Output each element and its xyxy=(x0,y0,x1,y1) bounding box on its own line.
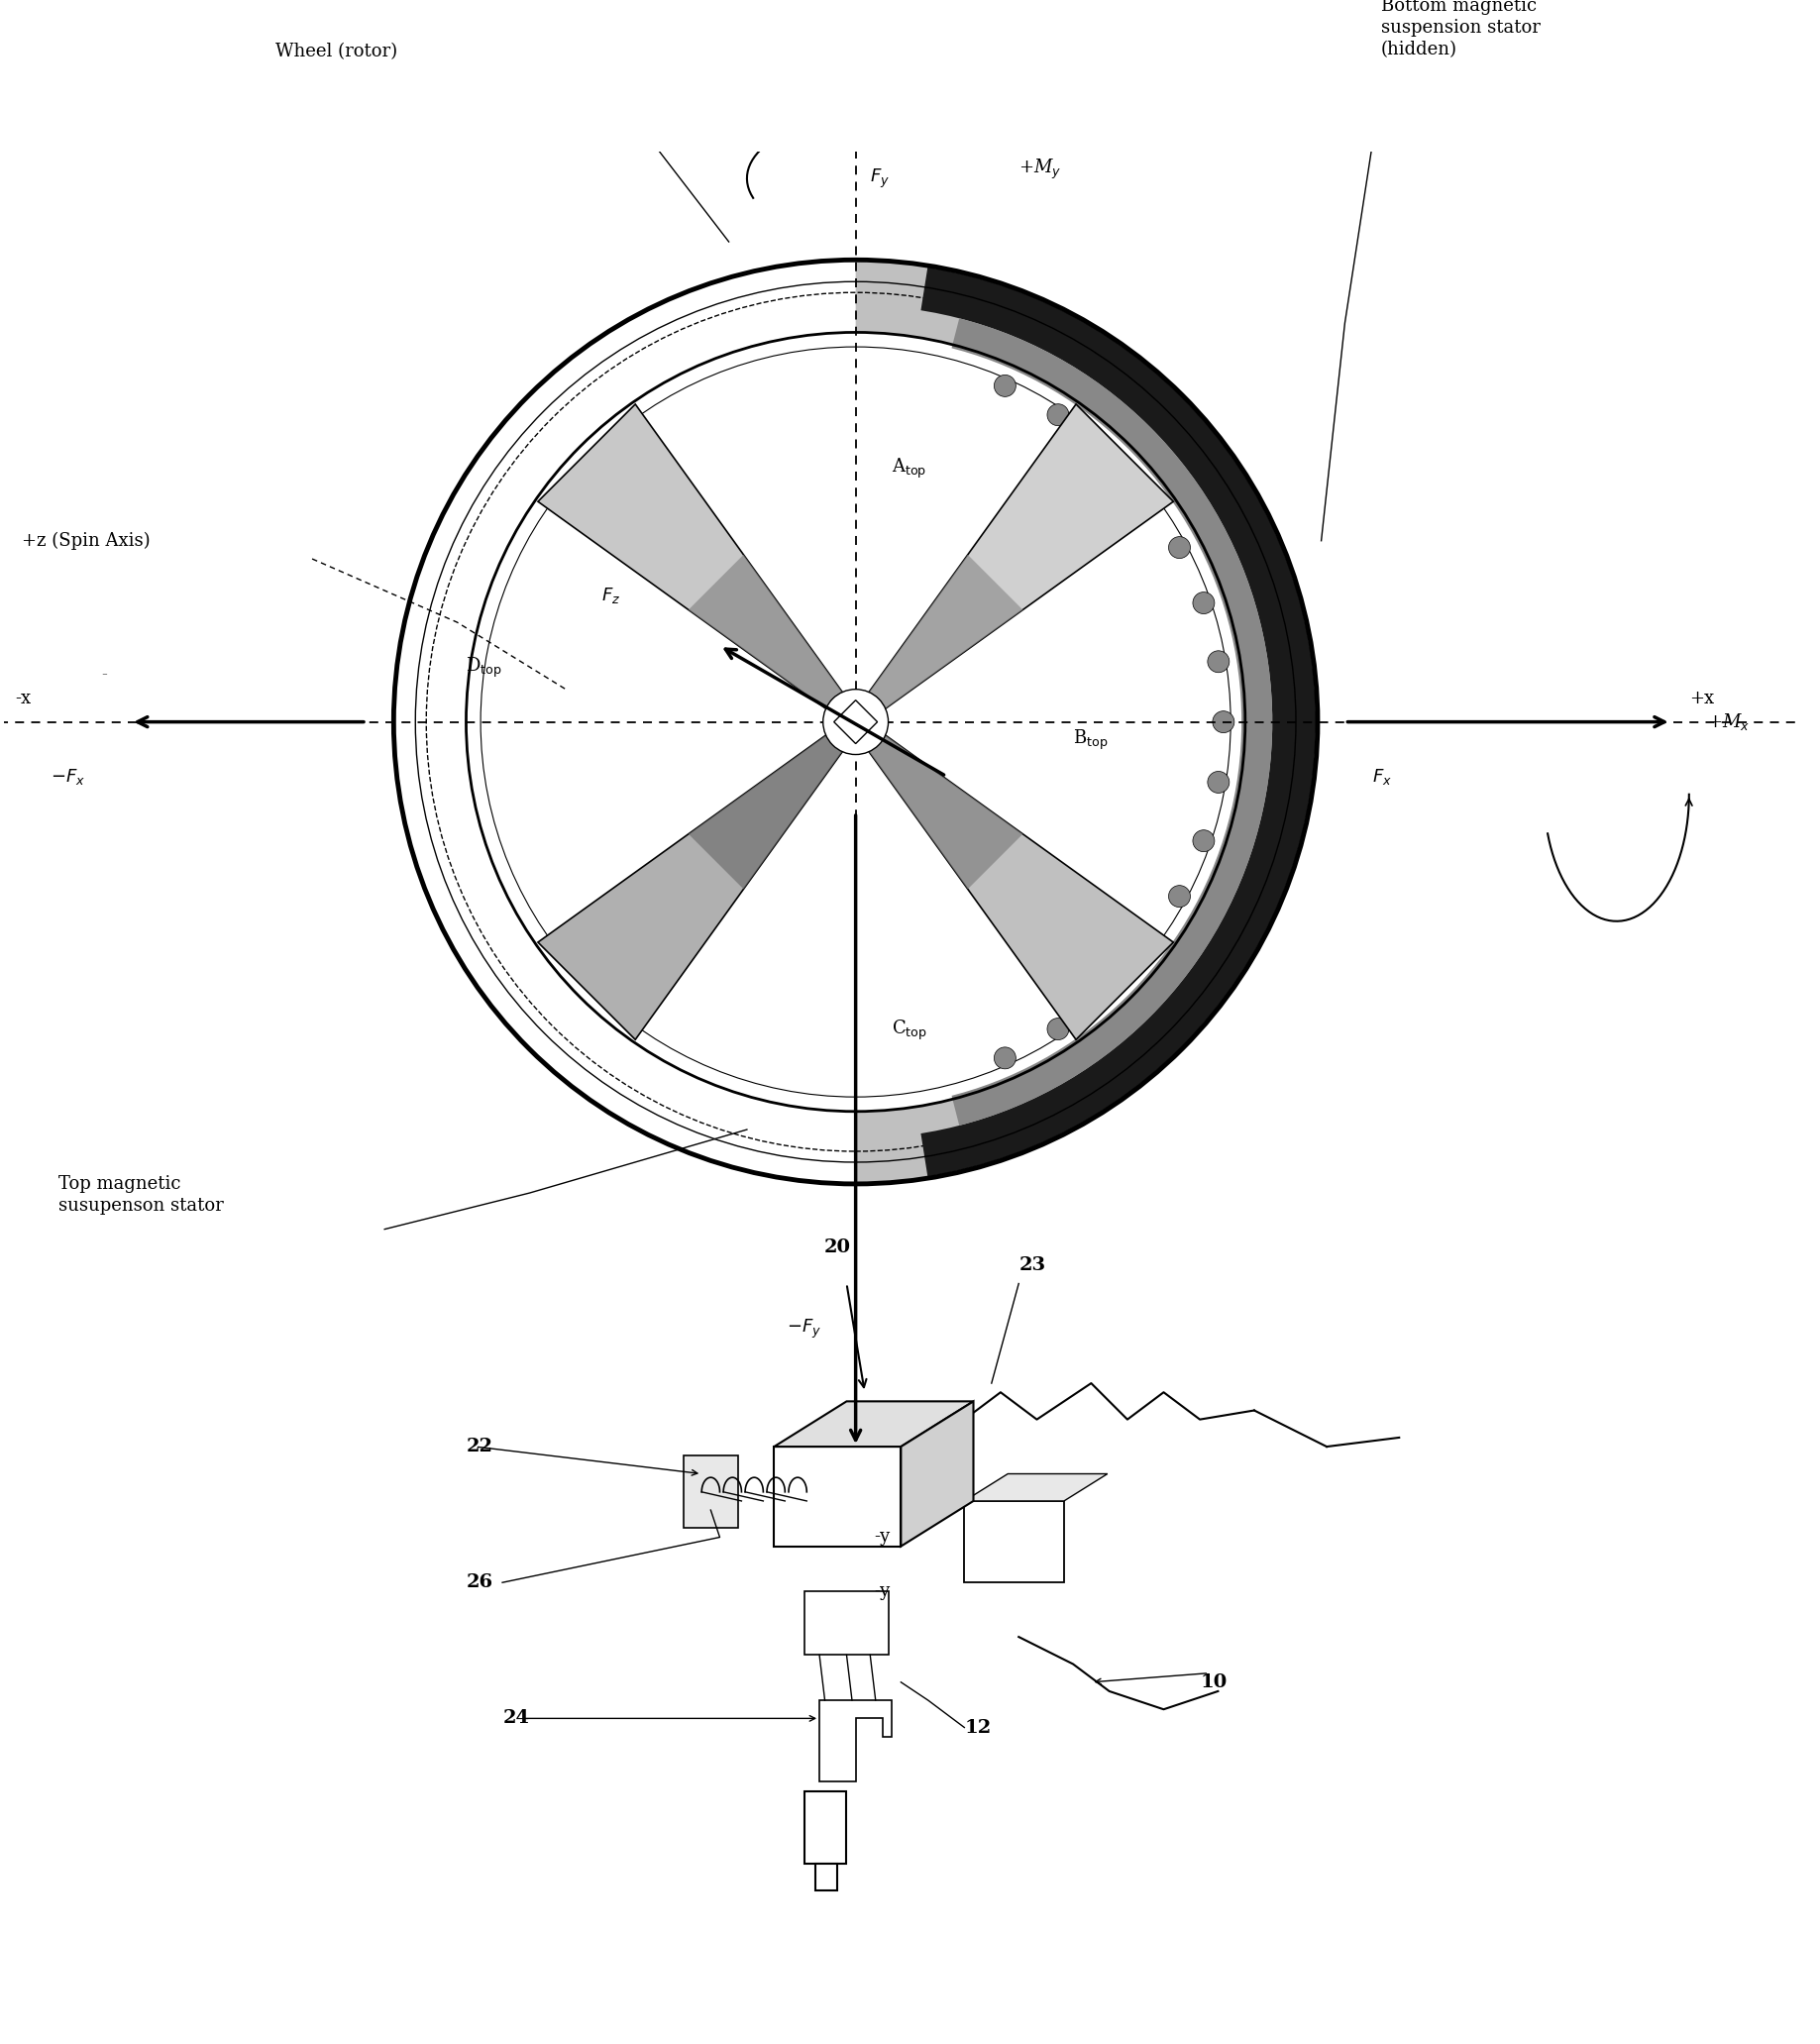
Text: +x: +x xyxy=(1689,689,1714,707)
Text: A$_{\rm top}$: A$_{\rm top}$ xyxy=(892,456,926,480)
Polygon shape xyxy=(539,405,852,717)
Polygon shape xyxy=(859,726,1023,889)
Text: 24: 24 xyxy=(502,1709,530,1727)
Text: +M$_y$: +M$_y$ xyxy=(1019,157,1061,182)
Text: +M$_x$: +M$_x$ xyxy=(1707,711,1751,732)
Circle shape xyxy=(466,333,1245,1112)
Polygon shape xyxy=(539,726,852,1040)
Circle shape xyxy=(1168,538,1190,558)
Circle shape xyxy=(1096,981,1116,1002)
Circle shape xyxy=(994,1047,1016,1069)
Text: $-F_x$: $-F_x$ xyxy=(51,766,86,787)
Text: $F_z$: $F_z$ xyxy=(601,585,621,605)
Polygon shape xyxy=(859,554,1023,717)
Text: -x: -x xyxy=(15,689,31,707)
Polygon shape xyxy=(965,1500,1065,1582)
Circle shape xyxy=(1192,830,1214,852)
Text: +z (Spin Axis): +z (Spin Axis) xyxy=(22,531,151,550)
Polygon shape xyxy=(965,1474,1108,1500)
Circle shape xyxy=(1136,936,1158,959)
Text: Top magnetic
susupenson stator: Top magnetic susupenson stator xyxy=(58,1175,224,1214)
Polygon shape xyxy=(774,1447,901,1545)
Circle shape xyxy=(1136,486,1158,507)
Text: $F_x$: $F_x$ xyxy=(1372,766,1392,787)
Text: -y: -y xyxy=(874,1529,890,1545)
Text: $F_y$: $F_y$ xyxy=(870,168,890,190)
Circle shape xyxy=(1212,711,1234,732)
Polygon shape xyxy=(921,268,1316,1177)
Circle shape xyxy=(1192,593,1214,613)
Circle shape xyxy=(1208,650,1229,672)
Circle shape xyxy=(994,374,1016,397)
Polygon shape xyxy=(859,726,1174,1040)
Polygon shape xyxy=(855,260,1318,1183)
Text: 12: 12 xyxy=(965,1719,992,1737)
Circle shape xyxy=(1168,885,1190,908)
Polygon shape xyxy=(859,405,1174,717)
Polygon shape xyxy=(774,1402,974,1447)
Text: 26: 26 xyxy=(466,1574,493,1592)
Circle shape xyxy=(1046,1018,1068,1040)
Text: ⁻: ⁻ xyxy=(100,672,107,683)
Polygon shape xyxy=(688,554,852,717)
Polygon shape xyxy=(901,1402,974,1545)
Text: $-F_y$: $-F_y$ xyxy=(786,1318,821,1341)
Text: -y: -y xyxy=(874,1582,890,1600)
Circle shape xyxy=(823,689,888,754)
Circle shape xyxy=(1046,405,1068,425)
Text: 20: 20 xyxy=(824,1239,852,1257)
Polygon shape xyxy=(804,1791,846,1864)
Text: B$_{\rm top}$: B$_{\rm top}$ xyxy=(1074,728,1108,752)
Polygon shape xyxy=(834,701,877,744)
Text: Wheel (rotor): Wheel (rotor) xyxy=(277,43,399,61)
Polygon shape xyxy=(804,1592,888,1656)
Polygon shape xyxy=(688,726,852,889)
Text: 10: 10 xyxy=(1199,1674,1227,1690)
Text: 23: 23 xyxy=(1019,1257,1045,1273)
Text: D$_{\rm top}$: D$_{\rm top}$ xyxy=(466,656,502,679)
Polygon shape xyxy=(815,1864,837,1891)
Text: Bottom magnetic
suspension stator
(hidden): Bottom magnetic suspension stator (hidde… xyxy=(1381,0,1540,59)
Polygon shape xyxy=(819,1701,892,1782)
Circle shape xyxy=(1096,442,1116,464)
Polygon shape xyxy=(952,319,1272,1126)
Text: C$_{\rm top}$: C$_{\rm top}$ xyxy=(892,1018,928,1042)
Polygon shape xyxy=(684,1455,737,1529)
Circle shape xyxy=(1208,771,1229,793)
Text: 22: 22 xyxy=(466,1437,493,1455)
